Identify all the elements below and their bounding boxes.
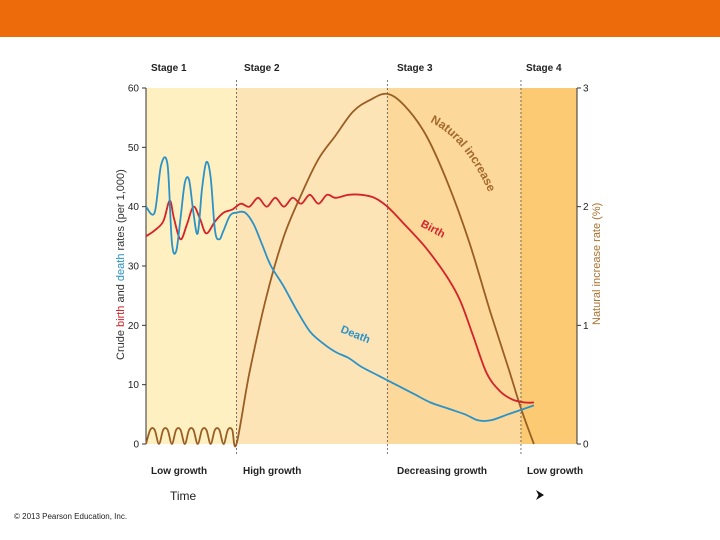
stage-label: Stage 4 bbox=[526, 63, 562, 74]
series-line-death bbox=[145, 156, 535, 422]
stage-band-2 bbox=[236, 88, 388, 444]
x-axis-label: Time bbox=[170, 489, 197, 503]
top-banner bbox=[0, 0, 720, 37]
growth-label: Decreasing growth bbox=[397, 466, 487, 477]
growth-label: High growth bbox=[243, 466, 301, 477]
right-axis-label: Natural increase rate (%) bbox=[591, 203, 603, 325]
right-tick-label: 1 bbox=[583, 321, 589, 332]
stage-band-1 bbox=[146, 88, 237, 444]
time-arrow-icon bbox=[536, 490, 544, 500]
right-tick-label: 3 bbox=[583, 84, 589, 95]
series-line-natural-increase bbox=[145, 92, 535, 448]
copyright-text: © 2013 Pearson Education, Inc. bbox=[14, 512, 128, 521]
stage-label: Stage 1 bbox=[151, 63, 187, 74]
left-axis-label: Crude birth and death rates (per 1,000) bbox=[115, 169, 127, 360]
left-axis-label-mid: and bbox=[115, 281, 127, 305]
left-axis-label-birth: birth bbox=[115, 306, 127, 327]
left-tick-label: 30 bbox=[128, 262, 140, 273]
stage-band-4 bbox=[520, 88, 577, 444]
stage-band-3 bbox=[387, 88, 521, 444]
left-axis-label-suffix: rates (per 1,000) bbox=[115, 169, 127, 253]
left-tick-label: 10 bbox=[128, 380, 140, 391]
left-tick-label: 20 bbox=[128, 321, 140, 332]
series-line-birth bbox=[145, 193, 534, 404]
growth-label: Low growth bbox=[151, 466, 207, 477]
right-tick-label: 2 bbox=[583, 202, 589, 213]
left-axis-label-prefix: Crude bbox=[115, 327, 127, 360]
left-tick-label: 0 bbox=[133, 440, 139, 451]
left-tick-label: 50 bbox=[128, 143, 140, 154]
stage-label: Stage 3 bbox=[397, 63, 433, 74]
stage-label: Stage 2 bbox=[244, 63, 280, 74]
left-tick-label: 40 bbox=[128, 202, 140, 213]
growth-label: Low growth bbox=[527, 466, 583, 477]
right-tick-label: 0 bbox=[583, 440, 589, 451]
left-axis-label-death: death bbox=[115, 254, 127, 282]
left-tick-label: 60 bbox=[128, 84, 140, 95]
